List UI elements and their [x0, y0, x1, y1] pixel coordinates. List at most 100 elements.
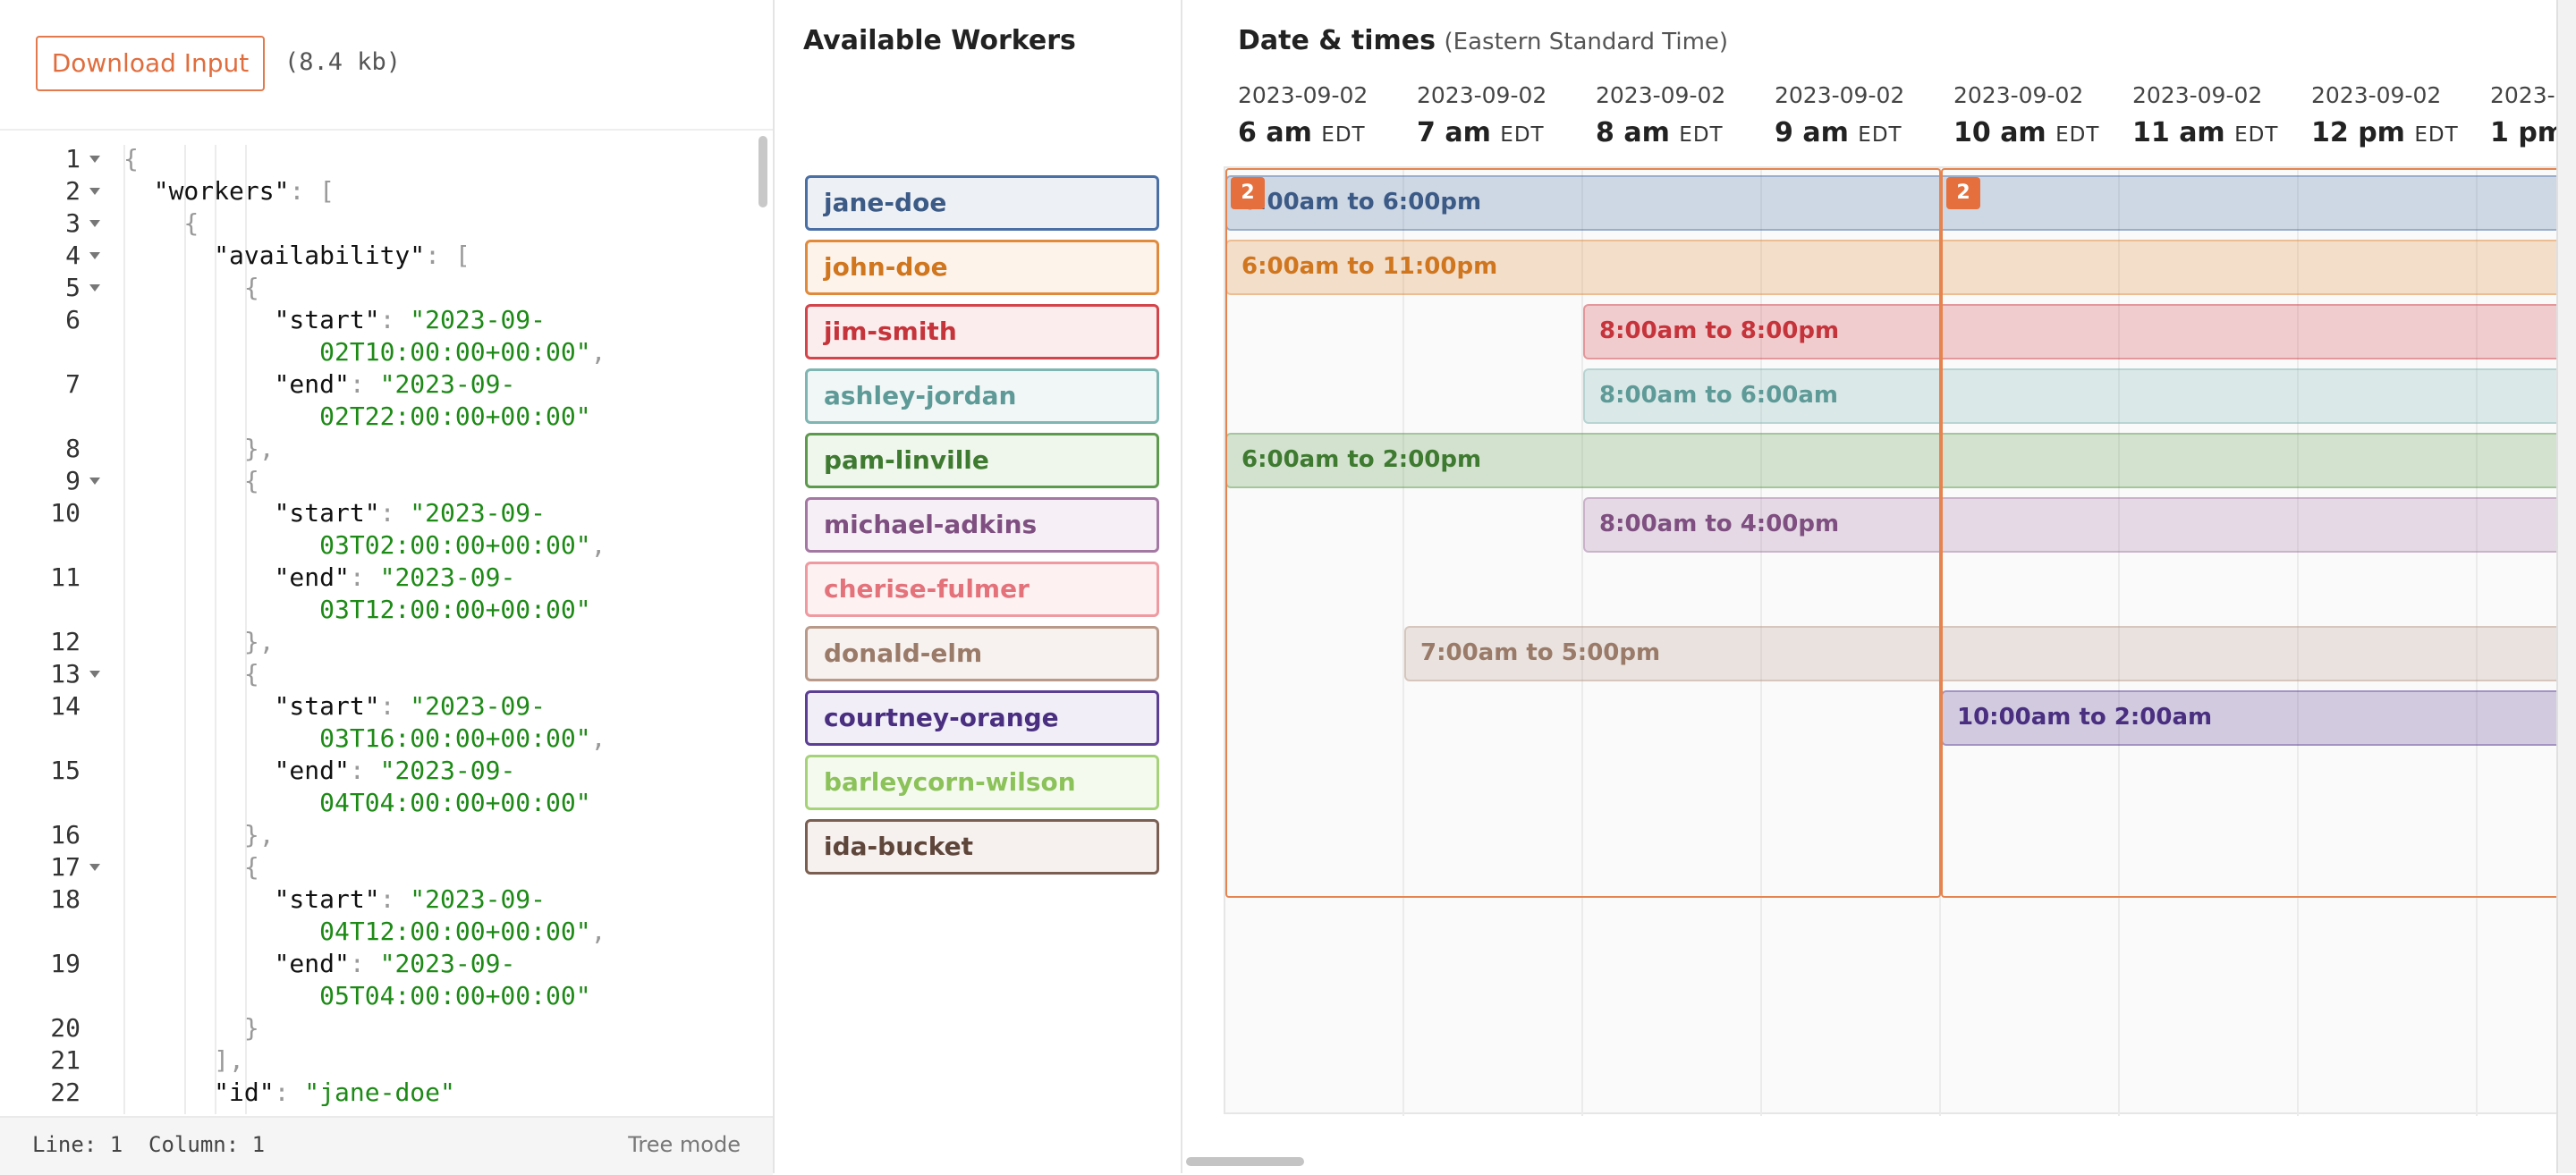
worker-chip-courtney-orange[interactable]: courtney-orange	[805, 690, 1159, 746]
editor-statusbar: Line: 1 Column: 1 Tree mode	[0, 1116, 773, 1175]
code-token: "2023-09-	[379, 369, 516, 399]
editor-scrollbar[interactable]	[758, 136, 767, 207]
fold-toggle-icon[interactable]	[89, 671, 102, 681]
code-line: 03T02:00:00+00:00",	[0, 529, 773, 562]
code-token: :	[349, 756, 380, 785]
selection-count-badge: 2	[1231, 177, 1265, 209]
code-token: {	[123, 144, 139, 173]
code-token: "id"	[123, 1078, 275, 1107]
code-text: 04T04:00:00+00:00"	[123, 787, 591, 819]
code-line: 8 },	[0, 433, 773, 465]
code-line: 04T12:00:00+00:00",	[0, 916, 773, 948]
code-text: "start": "2023-09-	[123, 497, 546, 529]
hour-timezone: EDT	[2055, 123, 2100, 147]
schedule-grid[interactable]: 6:00am to 6:00pm 6:00am to 11:00pm 8:00am …	[1224, 166, 2556, 1116]
timeline-title: Date & times (Eastern Standard Time)	[1238, 25, 1728, 56]
code-token: "2023-09-	[410, 498, 547, 528]
code-token: "end"	[123, 756, 350, 785]
code-text: "start": "2023-09-	[123, 304, 546, 336]
code-text: {	[123, 143, 139, 175]
code-token: },	[123, 434, 275, 463]
code-text: "start": "2023-09-	[123, 883, 546, 916]
line-number: 20	[50, 1013, 80, 1043]
worker-chip-john-doe[interactable]: john-doe	[805, 240, 1159, 295]
worker-chip-barleycorn-wilson[interactable]: barleycorn-wilson	[805, 755, 1159, 810]
availability-bar-michael-adkins[interactable]: 8:00am to 4:00pm	[1583, 497, 2556, 553]
availability-bar-courtney-orange[interactable]: 10:00am to 2:00am	[1941, 690, 2556, 746]
column-date: 2023-09-02	[1417, 82, 1547, 108]
grid-column-line	[1760, 168, 1762, 1116]
worker-chip-ashley-jordan[interactable]: ashley-jordan	[805, 368, 1159, 424]
selection-block[interactable]	[1941, 168, 2556, 898]
code-token: "end"	[123, 369, 350, 399]
fold-toggle-icon[interactable]	[89, 864, 102, 875]
code-line: 13 {	[0, 658, 773, 690]
code-token: "2023-09-	[410, 691, 547, 721]
column-hour: 9 am EDT	[1775, 117, 1953, 148]
availability-bar-ashley-jordan[interactable]: 8:00am to 6:00am	[1583, 368, 2556, 424]
line-number: 11	[50, 562, 80, 592]
code-text: {	[123, 851, 259, 883]
code-editor[interactable]: 1{2 "workers": [3 {4 "availability": [5 …	[0, 131, 773, 1114]
code-line: 15 "end": "2023-09-	[0, 755, 773, 787]
time-column-header: 2023-09-02 8 am EDT	[1596, 82, 1775, 148]
fold-toggle-icon[interactable]	[89, 284, 102, 295]
worker-chip-donald-elm[interactable]: donald-elm	[805, 626, 1159, 681]
code-token: {	[123, 208, 199, 238]
code-token: }	[123, 1013, 259, 1043]
hour-text: 12 pm	[2311, 117, 2415, 148]
code-line: 21 ],	[0, 1044, 773, 1077]
code-line: 14 "start": "2023-09-	[0, 690, 773, 723]
fold-toggle-icon[interactable]	[89, 252, 102, 263]
availability-bar-john-doe[interactable]: 6:00am to 11:00pm	[1225, 240, 2556, 295]
line-number: 15	[50, 756, 80, 785]
line-number: 18	[50, 884, 80, 914]
worker-chip-cherise-fulmer[interactable]: cherise-fulmer	[805, 562, 1159, 617]
code-text: 04T12:00:00+00:00",	[123, 916, 606, 948]
code-token: ,	[590, 723, 606, 753]
code-token: ,	[590, 337, 606, 367]
fold-toggle-icon[interactable]	[89, 478, 102, 488]
hour-timezone: EDT	[1321, 123, 1366, 147]
time-column-header: 2023-09-02 10 am EDT	[1953, 82, 2132, 148]
fold-toggle-icon[interactable]	[89, 156, 102, 166]
code-token: "2023-09-	[410, 884, 547, 914]
worker-chip-pam-linville[interactable]: pam-linville	[805, 433, 1159, 488]
selection-count-badge: 2	[1946, 177, 1980, 209]
hour-timezone: EDT	[2234, 123, 2279, 147]
availability-bar-jane-doe[interactable]: 6:00am to 6:00pm	[1225, 175, 2556, 231]
column-date: 2023-09-02	[2311, 82, 2442, 108]
time-column-header: 2023-09-02 12 pm EDT	[2311, 82, 2490, 148]
grid-column-line	[2297, 168, 2299, 1116]
fold-toggle-icon[interactable]	[89, 220, 102, 231]
line-number: 19	[50, 949, 80, 978]
timeline-scrollbar[interactable]	[1186, 1157, 1304, 1166]
download-input-button[interactable]: Download Input	[36, 36, 265, 91]
code-line: 05T04:00:00+00:00"	[0, 980, 773, 1012]
code-line: 02T22:00:00+00:00"	[0, 401, 773, 433]
code-token: 04T04:00:00+00:00"	[123, 788, 591, 817]
code-token: ],	[123, 1045, 244, 1075]
line-number: 9	[65, 466, 80, 495]
code-token: "start"	[123, 884, 380, 914]
fold-toggle-icon[interactable]	[89, 188, 102, 199]
availability-bar-donald-elm[interactable]: 7:00am to 5:00pm	[1404, 626, 2556, 681]
code-token: },	[123, 627, 275, 656]
worker-chip-ida-bucket[interactable]: ida-bucket	[805, 819, 1159, 875]
worker-chip-michael-adkins[interactable]: michael-adkins	[805, 497, 1159, 553]
column-hour: 12 pm EDT	[2311, 117, 2490, 148]
availability-bar-jim-smith[interactable]: 8:00am to 8:00pm	[1583, 304, 2556, 359]
worker-chip-jim-smith[interactable]: jim-smith	[805, 304, 1159, 359]
code-token: :	[349, 949, 380, 978]
selection-block[interactable]	[1225, 168, 1941, 898]
code-token: "2023-09-	[410, 305, 547, 334]
availability-bar-pam-linville[interactable]: 6:00am to 2:00pm	[1225, 433, 2556, 488]
worker-chip-jane-doe[interactable]: jane-doe	[805, 175, 1159, 231]
mode-toggle[interactable]: Tree mode	[628, 1132, 741, 1157]
code-line: 20 }	[0, 1012, 773, 1044]
code-text: "end": "2023-09-	[123, 368, 516, 401]
code-line: 7 "end": "2023-09-	[0, 368, 773, 401]
time-column-header: 2023-09-02 7 am EDT	[1417, 82, 1596, 148]
code-token: "workers"	[123, 176, 290, 206]
indent-guide	[184, 145, 186, 1114]
